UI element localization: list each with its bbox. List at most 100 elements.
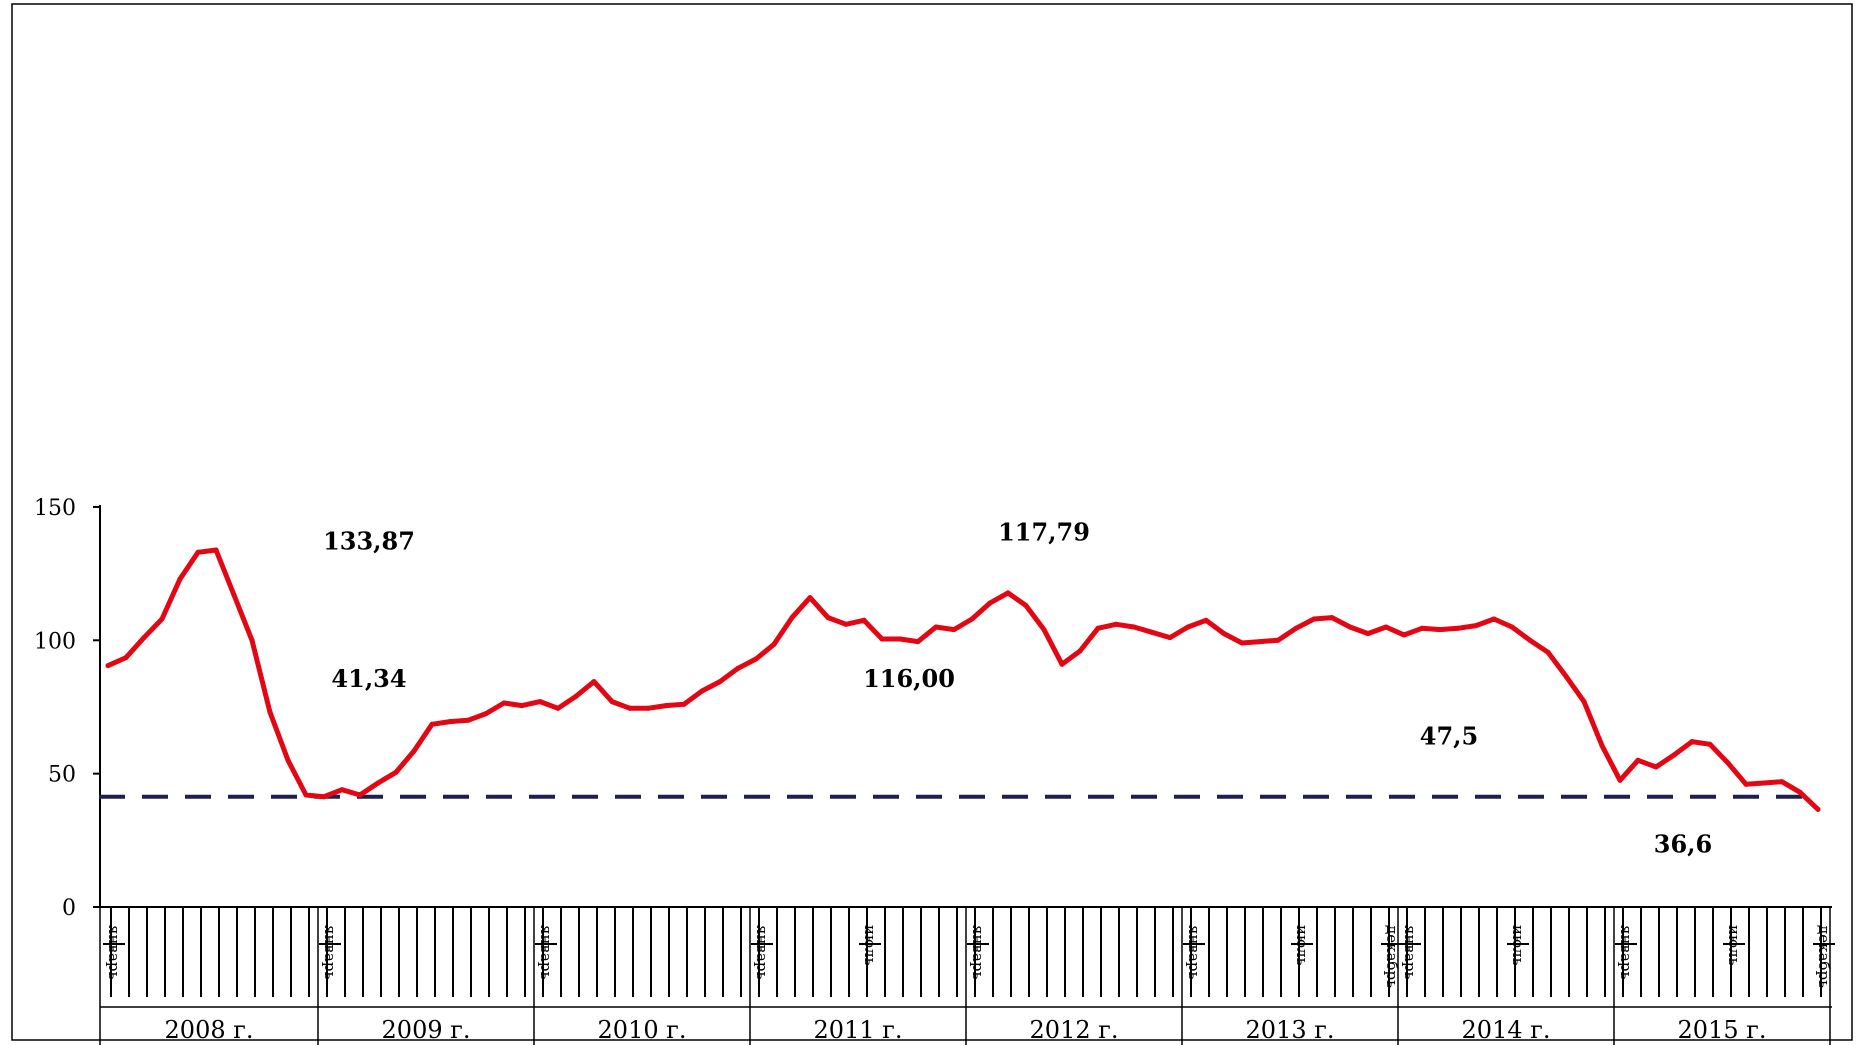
series-point [231, 592, 237, 598]
series-point [663, 703, 669, 709]
month-label-group: январь [1185, 925, 1203, 980]
y-tick-label: 100 [34, 629, 76, 654]
series-point [177, 576, 183, 582]
series-point [1293, 625, 1299, 631]
series-point [357, 792, 363, 798]
month-label-group: июль [1293, 925, 1311, 966]
series-point [1527, 637, 1533, 643]
series-point [1167, 635, 1173, 641]
series-point [267, 709, 273, 715]
series-point [1419, 625, 1425, 631]
month-label-group: январь [321, 925, 339, 980]
series-point [1347, 624, 1353, 630]
series-point [249, 637, 255, 643]
series-point [717, 679, 723, 685]
series-point [1671, 752, 1677, 758]
series-point [861, 617, 867, 623]
series-point [1743, 781, 1749, 787]
month-label-group: январь [1401, 925, 1419, 980]
series-point [1365, 631, 1371, 637]
series-point [1797, 789, 1803, 795]
series-point [825, 615, 831, 621]
series-group [105, 547, 1821, 812]
data-annotation: 36,6 [1654, 829, 1712, 858]
month-label-group: декабрь [1383, 925, 1401, 988]
series-point [303, 792, 309, 798]
year-label: 2013 г. [1246, 1016, 1335, 1044]
series-point [1599, 743, 1605, 749]
series-point [627, 705, 633, 711]
series-point [123, 655, 129, 661]
data-annotation: 41,34 [331, 664, 406, 693]
series-point [771, 641, 777, 647]
series-point [915, 639, 921, 645]
series-point [375, 780, 381, 786]
month-label-group: декабрь [1815, 925, 1833, 988]
series-point [285, 757, 291, 763]
series-point [789, 615, 795, 621]
year-label: 2010 г. [598, 1016, 687, 1044]
series-point [537, 699, 543, 705]
month-label: июль [1293, 925, 1311, 966]
month-label: январь [753, 925, 771, 980]
series-point [1437, 627, 1443, 633]
series-point [1383, 624, 1389, 630]
series-point [897, 636, 903, 642]
month-label: июль [861, 925, 879, 966]
series-point [1221, 631, 1227, 637]
series-point [1131, 624, 1137, 630]
year-label: 2009 г. [382, 1016, 471, 1044]
data-annotation: 133,87 [323, 527, 415, 556]
series-point [1077, 648, 1083, 654]
month-label: январь [1185, 925, 1203, 980]
series-point [105, 663, 111, 669]
series-point [933, 624, 939, 630]
series-point [1761, 780, 1767, 786]
series-point [1563, 673, 1569, 679]
series-point [645, 705, 651, 711]
series-point [1689, 739, 1695, 745]
series-point [1023, 603, 1029, 609]
series-point [321, 794, 327, 800]
series-line [105, 547, 1821, 812]
month-label-group: январь [1617, 925, 1635, 980]
series-point [1149, 629, 1155, 635]
month-label-group: июль [1725, 925, 1743, 966]
series-point [411, 748, 417, 754]
month-label: январь [1617, 925, 1635, 980]
series-point [735, 665, 741, 671]
series-point [1545, 649, 1551, 655]
year-label: 2012 г. [1030, 1016, 1119, 1044]
series-point [1095, 625, 1101, 631]
series-point [1653, 764, 1659, 770]
series-point [1473, 623, 1479, 629]
series-point [1779, 779, 1785, 785]
month-label: январь [105, 925, 123, 980]
data-annotation: 116,00 [863, 664, 955, 693]
series-point [609, 699, 615, 705]
month-label: декабрь [1815, 925, 1833, 988]
series-point [1401, 632, 1407, 638]
series-point [555, 705, 561, 711]
series-point [1617, 777, 1623, 783]
series-point [159, 616, 165, 622]
month-label: январь [321, 925, 339, 980]
series-point [951, 627, 957, 633]
axes-group: 0 50 100 150 январь январь январь январь июль янв… [34, 496, 1835, 1045]
y-tick-label: 50 [48, 763, 76, 788]
series-point [1329, 615, 1335, 621]
series-point [1455, 625, 1461, 631]
month-label: июль [1509, 925, 1527, 966]
year-label: 2014 г. [1462, 1016, 1551, 1044]
y-tick-label: 0 [62, 896, 76, 921]
series-point [591, 679, 597, 685]
month-label-group: январь [105, 925, 123, 980]
data-annotation: 47,5 [1420, 721, 1478, 750]
series-point [1581, 699, 1587, 705]
series-point [573, 693, 579, 699]
series-point [843, 621, 849, 627]
month-label: январь [1401, 925, 1419, 980]
series-point [681, 701, 687, 707]
month-label: январь [969, 925, 987, 980]
